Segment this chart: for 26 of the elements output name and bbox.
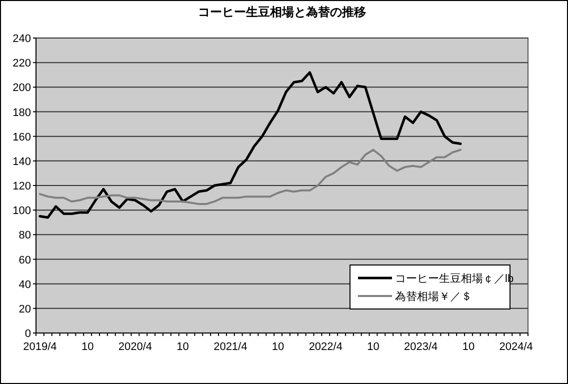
y-tick-label: 120 — [12, 180, 31, 192]
x-tick-label: 10 — [272, 341, 284, 353]
x-tick-label: 2021/4 — [214, 341, 248, 353]
y-tick-label: 140 — [12, 156, 31, 168]
y-tick-label: 220 — [12, 58, 31, 70]
x-tick-label: 2024/4 — [499, 341, 533, 353]
x-tick-label: 2020/4 — [118, 341, 152, 353]
x-tick-label: 2023/4 — [404, 341, 438, 353]
chart-title: コーヒー生豆相場と為替の推移 — [198, 5, 366, 19]
x-tick-label: 2022/4 — [308, 341, 342, 353]
y-tick-label: 200 — [12, 82, 31, 94]
y-tick-label: 40 — [18, 278, 31, 291]
y-tick-label: 20 — [18, 303, 31, 316]
y-tick-label: 240 — [12, 33, 31, 45]
x-tick-label: 10 — [462, 341, 475, 353]
y-tick-label: 60 — [18, 254, 31, 266]
x-tick-label: 10 — [367, 341, 380, 353]
legend-label: 為替相場￥／＄ — [395, 290, 472, 303]
y-tick-label: 100 — [12, 205, 31, 218]
y-tick-label: 180 — [12, 106, 31, 119]
y-tick-label: 0 — [24, 328, 31, 340]
y-tick-label: 160 — [12, 131, 31, 144]
x-tick-label: 10 — [81, 341, 94, 353]
x-tick-label: 2019/4 — [23, 341, 57, 353]
x-tick-label: 10 — [176, 341, 189, 353]
y-tick-label: 80 — [18, 230, 31, 242]
